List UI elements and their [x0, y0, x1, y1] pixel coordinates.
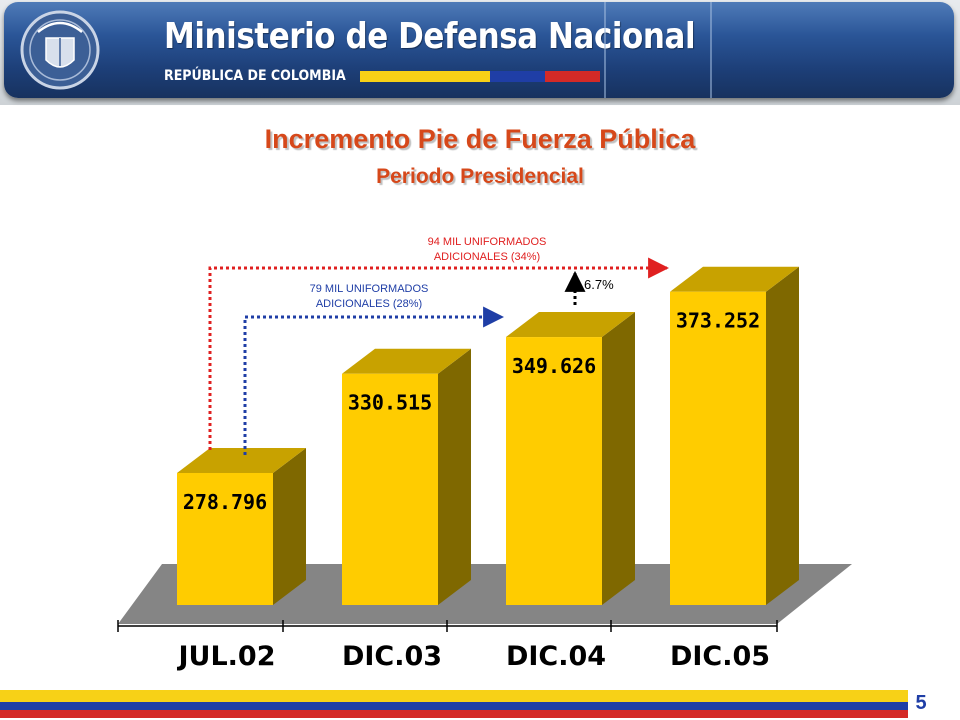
x-tick-label: DIC.05	[670, 641, 770, 672]
bar-side	[273, 447, 306, 605]
x-tick-label: JUL.02	[176, 641, 275, 672]
data-label: 278.796	[183, 490, 267, 514]
bars-group: 278.796 330.515 349.626 373.252	[177, 266, 799, 605]
annotation-label: 94 MIL UNIFORMADOS	[428, 236, 547, 248]
bar-side	[602, 312, 635, 605]
ministry-banner: Ministerio de Defensa Nacional REPÚBLICA…	[4, 2, 954, 98]
flag-stripe-red	[545, 71, 600, 82]
increase-arrow-blue	[243, 306, 505, 455]
data-label: 349.626	[512, 354, 596, 378]
annotation-label: 79 MIL UNIFORMADOS	[310, 283, 429, 295]
flag-strip	[360, 71, 600, 82]
bar-top	[342, 348, 471, 374]
annotation-label: 6.7%	[584, 277, 614, 292]
header: Ministerio de Defensa Nacional REPÚBLICA…	[0, 0, 960, 105]
bar	[670, 291, 766, 605]
ministry-title: Ministerio de Defensa Nacional	[164, 16, 696, 57]
bar-top	[670, 266, 799, 292]
footer-stripe-red	[0, 710, 908, 718]
footer-flag-bars	[0, 690, 908, 720]
data-label: 373.252	[676, 309, 760, 333]
bar	[177, 472, 273, 605]
annotations: 94 MIL UNIFORMADOS ADICIONALES (34%) 79 MI…	[208, 236, 670, 455]
country-subtitle: REPÚBLICA DE COLOMBIA	[164, 68, 346, 84]
bar-top	[177, 447, 306, 473]
bar-side	[766, 266, 799, 605]
bar	[506, 337, 602, 605]
chart-subtitle: Periodo Presidencial	[376, 165, 584, 188]
annotation-label: ADICIONALES (34%)	[434, 251, 540, 263]
x-tick-label: DIC.04	[506, 641, 606, 672]
bar-top	[506, 312, 635, 338]
x-axis: JUL.02 DIC.03 DIC.04 DIC.05	[117, 620, 778, 672]
x-tick-label: DIC.03	[342, 641, 442, 672]
flag-stripe-blue	[490, 71, 545, 82]
banner-divider	[710, 2, 712, 98]
footer-stripe-yellow	[0, 690, 908, 702]
increase-arrow-red	[208, 257, 670, 450]
footer-stripe-blue	[0, 702, 908, 710]
banner-divider	[604, 2, 606, 98]
chart-title: Incremento Pie de Fuerza Pública	[264, 124, 696, 154]
bar-chart: 278.796 330.515 349.626 373.252 JUL.02 DIC.0…	[117, 236, 852, 672]
annotation-label: ADICIONALES (28%)	[316, 298, 422, 310]
bar-side	[438, 348, 471, 605]
flag-stripe-yellow	[360, 71, 490, 82]
coat-of-arms-icon	[20, 10, 100, 90]
data-label: 330.515	[348, 391, 432, 415]
bar	[342, 373, 438, 605]
page-number: 5	[915, 692, 927, 714]
